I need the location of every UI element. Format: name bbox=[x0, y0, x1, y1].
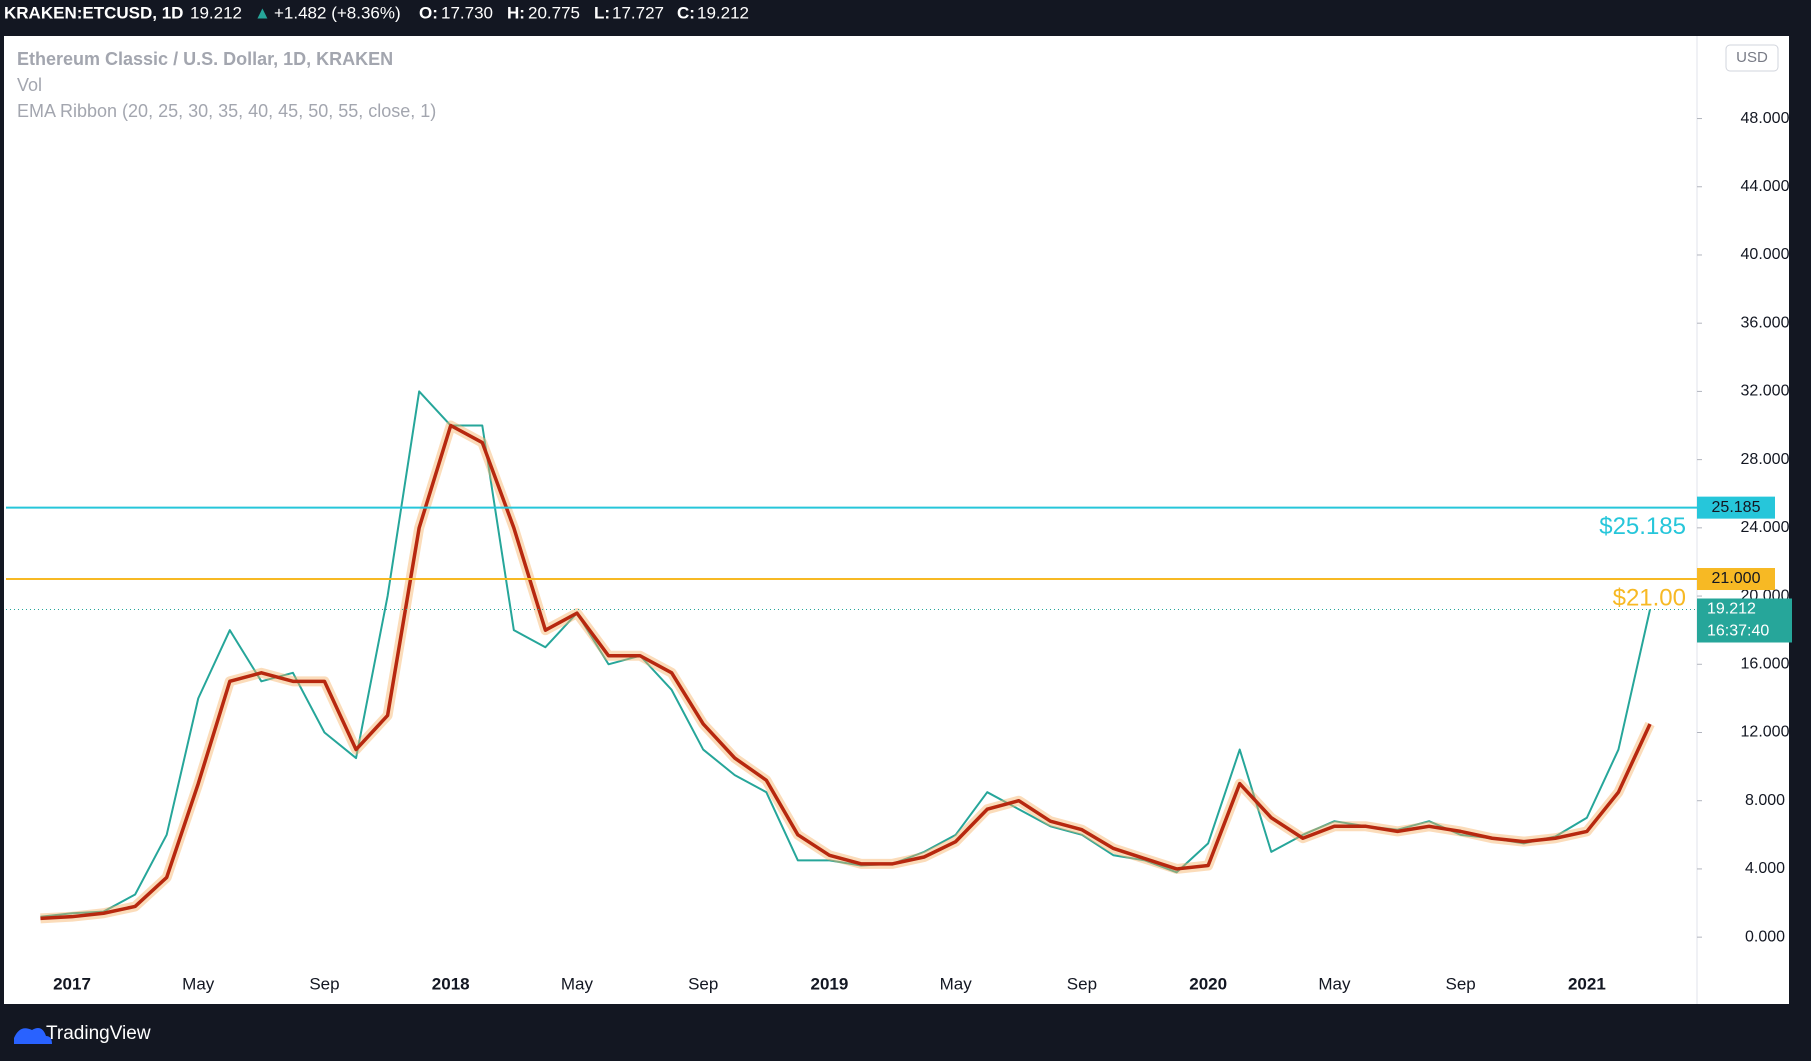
x-tick-label: May bbox=[182, 974, 215, 993]
y-tick-label: 0.000 bbox=[1745, 928, 1785, 945]
x-tick-label: 2018 bbox=[432, 974, 470, 993]
arrow: ▲ bbox=[254, 3, 271, 22]
footer: TradingView bbox=[14, 1023, 151, 1044]
x-tick-label: Sep bbox=[1446, 974, 1476, 993]
last-price-badge bbox=[1697, 598, 1792, 643]
level-badge bbox=[1697, 496, 1775, 519]
x-tick-label: Sep bbox=[1067, 974, 1097, 993]
level-axis-label: 25.185 bbox=[1712, 499, 1761, 516]
y-tick-label: 32.000 bbox=[1741, 383, 1790, 400]
header: KRAKEN:ETCUSD, 1D 19.212 ▲ +1.482 (+8.36… bbox=[4, 3, 749, 22]
logo bbox=[14, 1028, 52, 1044]
last-price-label: 19.212 bbox=[1707, 601, 1756, 618]
x-tick-label: May bbox=[561, 974, 594, 993]
x-tick-label: 2019 bbox=[811, 974, 849, 993]
y-tick-label: 12.000 bbox=[1741, 724, 1790, 741]
c-label: C: bbox=[677, 3, 695, 22]
x-tick-label: 2017 bbox=[53, 974, 91, 993]
x-tick-label: 2020 bbox=[1189, 974, 1227, 993]
x-tick-label: 2021 bbox=[1568, 974, 1606, 993]
y-tick-label: 16.000 bbox=[1741, 655, 1790, 672]
change: +1.482 (+8.36%) bbox=[274, 3, 401, 22]
h-label: H: bbox=[507, 3, 525, 22]
countdown: 16:37:40 bbox=[1707, 623, 1769, 640]
y-tick-label: 48.000 bbox=[1741, 110, 1790, 127]
level-annotation: $21.00 bbox=[1613, 584, 1686, 611]
y-tick-label: 44.000 bbox=[1741, 178, 1790, 195]
y-tick-label: 24.000 bbox=[1741, 519, 1790, 536]
low: 17.727 bbox=[612, 3, 664, 22]
series-title: Ethereum Classic / U.S. Dollar, 1D, KRAK… bbox=[17, 49, 393, 69]
price: 19.212 bbox=[190, 3, 242, 22]
close: 19.212 bbox=[697, 3, 749, 22]
symbol: KRAKEN:ETCUSD, 1D bbox=[4, 3, 183, 22]
level-badge bbox=[1697, 568, 1775, 591]
l-label: L: bbox=[594, 3, 610, 22]
ema-line bbox=[40, 423, 1652, 921]
volume-label: Vol bbox=[17, 75, 42, 95]
level-annotation: $25.185 bbox=[1599, 513, 1686, 540]
x-tick-label: Sep bbox=[309, 974, 339, 993]
ema-label: EMA Ribbon (20, 25, 30, 35, 40, 45, 50, … bbox=[17, 101, 436, 121]
currency[interactable]: USD bbox=[1736, 49, 1768, 66]
y-tick-label: 8.000 bbox=[1745, 792, 1785, 809]
x-tick-label: May bbox=[940, 974, 973, 993]
y-tick-label: 40.000 bbox=[1741, 246, 1790, 263]
y-tick-label: 4.000 bbox=[1745, 860, 1785, 877]
x-tick-label: Sep bbox=[688, 974, 718, 993]
y-tick-label: 28.000 bbox=[1741, 451, 1790, 468]
x-tick-label: May bbox=[1318, 974, 1351, 993]
y-tick-label: 36.000 bbox=[1741, 314, 1790, 331]
chart-pane bbox=[4, 36, 1789, 1004]
high: 20.775 bbox=[528, 3, 580, 22]
level-axis-label: 21.000 bbox=[1712, 570, 1761, 587]
open: 17.730 bbox=[441, 3, 493, 22]
o-label: O: bbox=[419, 3, 438, 22]
brand: TradingView bbox=[46, 1023, 151, 1044]
currency-button[interactable] bbox=[1725, 44, 1779, 72]
legend: Ethereum Classic / U.S. Dollar, 1D, KRAK… bbox=[17, 49, 436, 121]
